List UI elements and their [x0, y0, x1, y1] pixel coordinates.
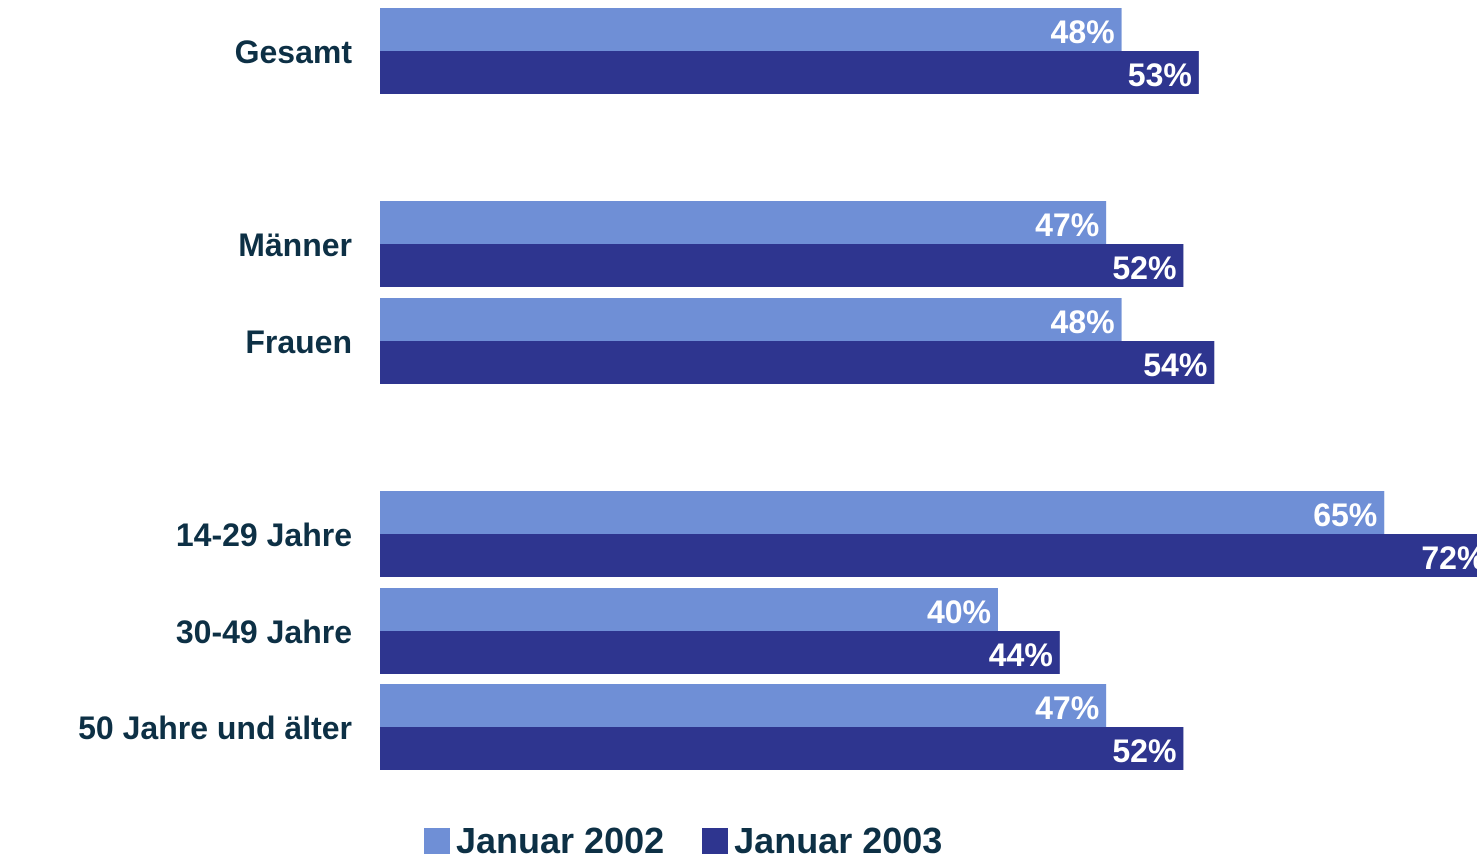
bar-50-jahre-und-älter-series-2	[380, 727, 1184, 770]
value-label-30-49-jahre-series-1: 40%	[927, 594, 991, 630]
bar-frauen-series-1	[380, 298, 1122, 341]
category-label-männer: Männer	[238, 227, 352, 263]
value-label-50-jahre-und-älter-series-2: 52%	[1112, 733, 1176, 769]
value-label-frauen-series-1: 48%	[1051, 304, 1115, 340]
category-label-gesamt: Gesamt	[235, 34, 353, 70]
legend-item-series-2: Januar 2003	[702, 820, 942, 862]
bar-30-49-jahre-series-1	[380, 588, 998, 631]
value-label-14-29-jahre-series-1: 65%	[1313, 497, 1377, 533]
bar-gesamt-series-1	[380, 8, 1122, 51]
category-label-14-29-jahre: 14-29 Jahre	[176, 517, 352, 553]
legend-item-series-1: Januar 2002	[424, 820, 664, 862]
bar-männer-series-1	[380, 201, 1107, 244]
legend: Januar 2002 Januar 2003	[424, 820, 980, 862]
value-label-männer-series-2: 52%	[1112, 250, 1176, 286]
category-label-30-49-jahre: 30-49 Jahre	[176, 614, 352, 650]
value-label-14-29-jahre-series-2: 72%	[1421, 540, 1477, 576]
bar-50-jahre-und-älter-series-1	[380, 684, 1107, 727]
bar-14-29-jahre-series-2	[380, 534, 1477, 577]
legend-swatch-series-2	[702, 828, 729, 854]
bar-30-49-jahre-series-2	[380, 631, 1060, 674]
legend-label-series-1: Januar 2002	[456, 820, 665, 861]
value-label-50-jahre-und-älter-series-1: 47%	[1035, 690, 1099, 726]
value-label-männer-series-1: 47%	[1035, 207, 1099, 243]
bar-14-29-jahre-series-1	[380, 491, 1385, 534]
category-label-50-jahre-und-älter: 50 Jahre und älter	[78, 710, 352, 746]
legend-label-series-2: Januar 2003	[734, 820, 943, 861]
legend-swatch-series-1	[424, 828, 450, 854]
value-label-gesamt-series-1: 48%	[1051, 14, 1115, 50]
value-label-30-49-jahre-series-2: 44%	[989, 637, 1053, 673]
bar-frauen-series-2	[380, 341, 1215, 384]
category-label-frauen: Frauen	[245, 324, 352, 360]
value-label-gesamt-series-2: 53%	[1128, 57, 1192, 93]
bar-männer-series-2	[380, 244, 1184, 287]
bar-gesamt-series-2	[380, 51, 1199, 94]
value-label-frauen-series-2: 54%	[1143, 347, 1207, 383]
